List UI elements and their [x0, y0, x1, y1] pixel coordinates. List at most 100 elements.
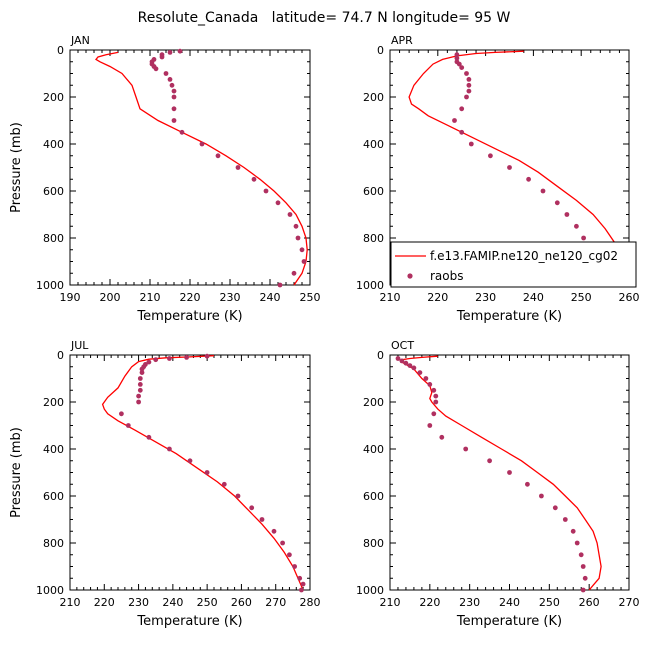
y-tick-label: 1000: [356, 279, 384, 292]
raobs-point: [167, 77, 173, 82]
raobs-point: [171, 88, 177, 94]
panel-title: JAN: [70, 34, 90, 47]
raobs-point: [297, 575, 303, 581]
raobs-point: [488, 153, 493, 159]
raobs-point: [427, 423, 433, 428]
raobs-point: [184, 355, 190, 360]
raobs-point: [177, 48, 183, 54]
x-tick-label: 260: [231, 596, 252, 609]
panels: 190 200 210 220 230 240 250 0 200 400 600 800 1000 JA…: [9, 34, 640, 629]
raobs-point: [277, 282, 283, 288]
raobs-point: [570, 528, 576, 534]
raobs-point: [163, 71, 169, 76]
raobs-point: [295, 235, 301, 241]
raobs-point: [171, 94, 177, 100]
figure-title: Resolute_Canada latitude= 74.7 N longitu…: [138, 10, 511, 26]
x-tick-label: 230: [128, 596, 149, 609]
model-profile-line: [101, 355, 304, 591]
raobs-point: [580, 587, 586, 593]
y-tick-label: 200: [363, 91, 384, 104]
x-tick-label: 270: [265, 596, 286, 609]
raobs-point: [433, 393, 439, 399]
raobs-point: [423, 376, 429, 381]
legend-obs-label: raobs: [430, 269, 464, 283]
raobs-point: [167, 356, 172, 361]
model-profile-line: [408, 50, 618, 286]
x-tick-label: 250: [197, 596, 218, 609]
raobs-point: [463, 446, 469, 452]
raobs-point: [466, 88, 472, 94]
raobs-point: [263, 188, 269, 194]
raobs-point: [582, 575, 588, 581]
y-tick-label: 0: [377, 44, 384, 57]
x-tick-label: 200: [100, 291, 121, 304]
raobs-point: [526, 176, 531, 182]
y-tick-label: 600: [363, 185, 384, 198]
y-tick-label: 400: [43, 138, 64, 151]
raobs-point: [137, 382, 143, 387]
raobs-point: [539, 493, 544, 499]
raobs-point: [119, 411, 124, 417]
x-axis-label: Temperature (K): [456, 614, 562, 629]
raobs-point: [139, 366, 145, 372]
raobs-point: [235, 493, 241, 499]
raobs-point: [431, 411, 437, 417]
x-axis-label: Temperature (K): [456, 309, 562, 324]
raobs-point: [167, 50, 173, 55]
raobs-point: [136, 399, 142, 405]
legend-model-label: f.e13.FAMIP.ne120_ne120_cg02: [430, 249, 618, 263]
y-tick-label: 400: [363, 443, 384, 456]
y-tick-label: 800: [43, 537, 64, 550]
x-tick-label: 230: [220, 291, 241, 304]
raobs-point: [199, 141, 205, 147]
y-axis-label: Pressure (mb): [9, 427, 24, 518]
raobs-point: [574, 540, 580, 546]
raobs-point: [287, 552, 292, 558]
raobs-point: [464, 94, 469, 100]
raobs-point: [136, 393, 142, 399]
raobs-point: [459, 106, 465, 112]
x-tick-label: 210: [380, 596, 401, 609]
raobs-point: [399, 358, 405, 364]
y-tick-label: 600: [363, 490, 384, 503]
raobs-point: [578, 552, 584, 558]
raobs-point: [464, 71, 469, 76]
raobs-point: [139, 370, 145, 375]
raobs-point: [554, 200, 560, 206]
raobs-point: [439, 434, 445, 440]
x-tick-label: 280: [300, 596, 321, 609]
raobs-point: [169, 82, 175, 88]
x-tick-label: 240: [162, 596, 183, 609]
raobs-point: [167, 446, 172, 452]
raobs-point: [459, 129, 465, 135]
raobs-point: [146, 434, 152, 440]
raobs-point: [552, 505, 558, 511]
panel-oct: 210 220 230 240 250 260 270 0 200 400 600 800 1000 OC…: [356, 339, 640, 629]
x-tick-label: 220: [419, 596, 440, 609]
panel-title: APR: [391, 34, 413, 47]
x-tick-label: 270: [619, 596, 640, 609]
y-axis-label: Pressure (mb): [9, 122, 24, 213]
y-tick-label: 800: [43, 232, 64, 245]
panel-title: JUL: [70, 339, 89, 352]
raobs-point: [153, 357, 159, 363]
x-tick-label: 230: [475, 291, 496, 304]
y-tick-label: 200: [43, 91, 64, 104]
panel-jan: 190 200 210 220 230 240 250 0 200 400 600 800 1000 JA…: [9, 34, 321, 324]
raobs-point: [300, 581, 306, 587]
raobs-point: [251, 176, 257, 182]
raobs-point: [507, 165, 512, 170]
y-tick-label: 200: [363, 396, 384, 409]
y-tick-label: 0: [57, 44, 64, 57]
y-tick-label: 0: [57, 349, 64, 362]
y-tick-label: 800: [363, 232, 384, 245]
x-tick-label: 240: [499, 596, 520, 609]
raobs-point: [574, 223, 579, 229]
raobs-point: [301, 259, 307, 264]
y-tick-label: 600: [43, 185, 64, 198]
legend-obs-marker: [407, 273, 413, 279]
raobs-point: [454, 55, 460, 61]
x-tick-label: 240: [523, 291, 544, 304]
x-tick-label: 240: [260, 291, 281, 304]
